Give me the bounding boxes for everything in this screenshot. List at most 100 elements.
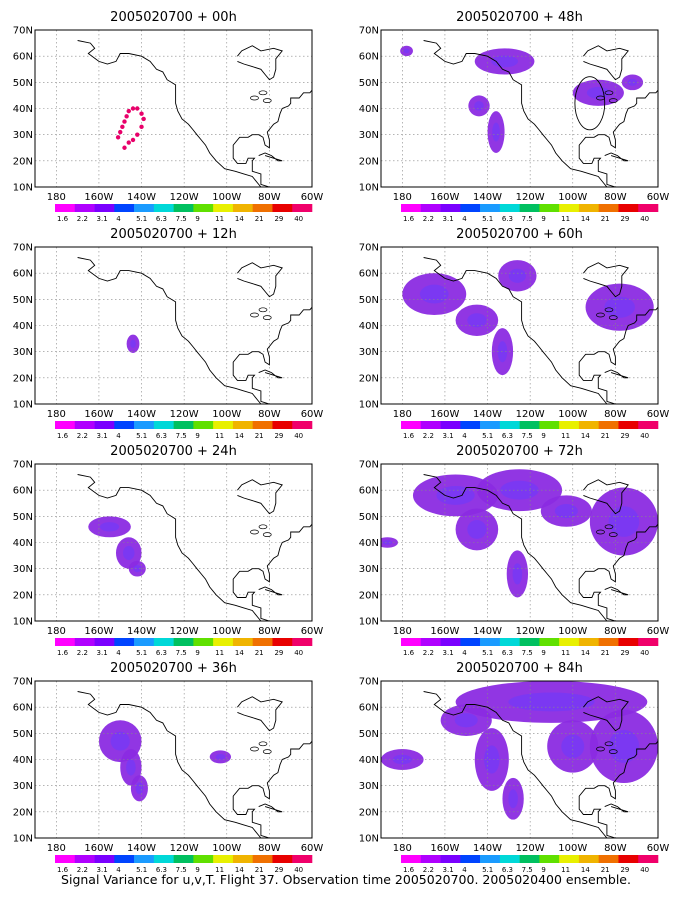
colorbar-swatch (134, 421, 155, 429)
colorbar-label: 14 (581, 215, 590, 223)
map-frame (380, 246, 659, 405)
colorbar-swatch (598, 638, 619, 646)
variance-core (508, 268, 526, 283)
colorbar: 1.6 2.2 3.1 4 5.1 6.3 7.5 9 11 14 21 29 40 (55, 638, 313, 657)
colorbar-label: 9 (541, 215, 545, 223)
lat-tick-label: 50N (13, 78, 33, 89)
coastline (77, 474, 312, 621)
coastline (77, 40, 312, 187)
colorbar-swatch (55, 204, 76, 212)
colorbar-label: 14 (581, 432, 590, 440)
colorbar: 1.6 2.2 3.1 4 5.1 6.3 7.5 9 11 14 21 29 40 (401, 204, 659, 223)
colorbar-label: 14 (235, 432, 244, 440)
map-panel: 2005020700 + 84h 70N 60N 50N 40N 30N 20N 10N 180… (359, 661, 670, 874)
colorbar-label: 3.1 (443, 432, 454, 440)
colorbar-label: 9 (195, 649, 199, 657)
lon-tick-label: 60W (301, 626, 324, 637)
colorbar-swatch (153, 638, 174, 646)
panel-title: 2005020700 + 72h (456, 444, 583, 459)
colorbar-swatch (618, 204, 639, 212)
colorbar-swatch (153, 421, 174, 429)
variance-core (586, 86, 610, 99)
lat-tick-label: 70N (13, 460, 33, 471)
colorbar-label: 7.5 (522, 215, 533, 223)
colorbar-label: 21 (601, 215, 610, 223)
lon-tick-label: 140W (473, 626, 502, 637)
colorbar-label: 40 (640, 649, 649, 657)
colorbar-label: 21 (601, 866, 610, 874)
colorbar-label: 5.1 (136, 866, 147, 874)
colorbar-label: 4 (462, 215, 467, 223)
colorbar-label: 21 (601, 432, 610, 440)
colorbar-swatch (292, 421, 313, 429)
colorbar-label: 3.1 (443, 215, 454, 223)
colorbar-swatch (232, 855, 253, 863)
variance-core (419, 284, 449, 304)
variance-core (436, 485, 475, 505)
great-lake-outline (604, 741, 614, 747)
colorbar-label: 7.5 (176, 649, 187, 657)
map-content (35, 464, 312, 621)
colorbar-label: 4 (116, 432, 121, 440)
lat-tick-label: 10N (359, 617, 379, 628)
colorbar-swatch (74, 638, 95, 646)
variance-core (608, 729, 640, 763)
colorbar-swatch (638, 855, 659, 863)
colorbar-label: 5.1 (482, 866, 493, 874)
hudson-bay-outline (237, 45, 283, 81)
lat-tick-label: 40N (359, 538, 379, 549)
lat-tick-label: 30N (359, 564, 379, 575)
lon-tick-label: 60W (301, 409, 324, 420)
lat-tick-label: 60N (13, 52, 33, 63)
cuba-outline (258, 152, 283, 162)
colorbar-label: 1.6 (403, 432, 415, 440)
lon-tick-label: 100W (558, 626, 587, 637)
variance-core (500, 480, 539, 500)
lat-tick-label: 50N (359, 295, 379, 306)
lat-tick-label: 50N (359, 512, 379, 523)
lon-tick-label: 160W (84, 626, 113, 637)
observation-marker (135, 106, 140, 111)
colorbar-swatch (213, 855, 234, 863)
colorbar-swatch (401, 855, 422, 863)
great-lake-outline (608, 532, 618, 538)
variance-core (454, 713, 478, 728)
map-panel: 2005020700 + 24h 70N 60N 50N 40N 30N 20N 10N 180… (13, 444, 324, 657)
colorbar-label: 29 (620, 649, 629, 657)
colorbar-label: 5.1 (136, 432, 147, 440)
map-panel: 2005020700 + 72h 70N 60N 50N 40N 30N 20N 10N 180… (359, 444, 670, 657)
lat-tick-label: 50N (359, 78, 379, 89)
colorbar-swatch (480, 855, 501, 863)
colorbar-swatch (292, 855, 313, 863)
colorbar-swatch (618, 638, 639, 646)
lat-tick-label: 60N (359, 52, 379, 63)
colorbar-swatch (213, 638, 234, 646)
variance-regions (98, 720, 232, 802)
lon-tick-label: 80W (604, 409, 627, 420)
variance-core (492, 122, 500, 142)
lon-tick-label: 100W (212, 843, 241, 854)
colorbar-swatch (55, 638, 76, 646)
hudson-bay-outline (237, 696, 283, 732)
lat-tick-label: 30N (13, 564, 33, 575)
colorbar-label: 6.3 (156, 432, 167, 440)
colorbar-label: 21 (601, 649, 610, 657)
lon-tick-label: 60W (647, 409, 670, 420)
colorbar-swatch (173, 638, 194, 646)
lon-tick-label: 160W (84, 409, 113, 420)
coastline (423, 691, 658, 838)
lat-tick-label: 40N (359, 321, 379, 332)
colorbar-swatch (559, 855, 580, 863)
map-content (381, 30, 658, 187)
colorbar-label: 6.3 (502, 866, 513, 874)
colorbar-label: 9 (541, 866, 545, 874)
lat-tick-label: 20N (359, 156, 379, 167)
colorbar-label: 4 (116, 866, 121, 874)
map-content (35, 681, 312, 838)
lon-tick-label: 80W (604, 843, 627, 854)
lat-tick-label: 20N (13, 590, 33, 601)
colorbar-label: 5.1 (482, 649, 493, 657)
variance-core (467, 313, 487, 328)
lon-tick-label: 100W (212, 626, 241, 637)
colorbar-label: 29 (274, 649, 283, 657)
